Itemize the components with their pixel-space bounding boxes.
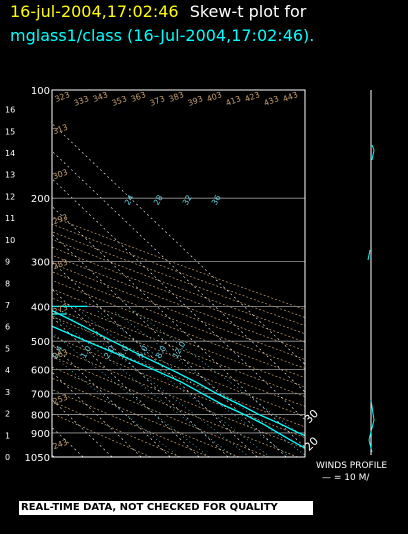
height-tick-label: 9	[5, 258, 10, 267]
height-tick-label: 12	[5, 192, 15, 201]
height-tick-label: 10	[5, 236, 15, 245]
dry-adiabat-line	[52, 271, 305, 369]
theta-label: 413	[225, 94, 242, 108]
dry-adiabat-line	[52, 377, 240, 457]
theta-label: 363	[130, 90, 147, 104]
theta-label: 423	[244, 90, 261, 104]
theta-label: 443	[282, 90, 299, 104]
pressure-tick-label: 600	[31, 366, 50, 377]
chart-title: Skew-t plot for	[189, 2, 307, 21]
height-tick-label: 14	[5, 149, 15, 158]
mixing-ratio-label: 1.0	[79, 344, 93, 360]
isotherm-line	[52, 123, 305, 365]
chart-header-line1: 16-jul-2004,17:02:46 Skew-t plot for	[10, 2, 306, 21]
dry-adiabat-line	[52, 412, 151, 457]
theta-label: 383	[168, 90, 185, 104]
dry-adiabat-line	[52, 356, 298, 457]
dry-adiabat-line	[52, 389, 210, 457]
pressure-tick-label: 300	[31, 257, 50, 268]
mixing-ratio-label: 28	[152, 193, 165, 206]
height-tick-label: 11	[5, 214, 15, 223]
isotherm-line	[52, 426, 84, 457]
height-tick-label: 13	[5, 171, 15, 180]
mixing-ratio-label: 24	[123, 193, 136, 206]
plot-area	[0, 90, 305, 457]
pressure-tick-label: 100	[31, 86, 50, 97]
mixing-ratio-label: 12.0	[171, 340, 188, 360]
pressure-tick-label: 500	[31, 337, 50, 348]
theta-label: 343	[92, 90, 109, 104]
pressure-tick-label: 400	[31, 302, 50, 313]
pressure-tick-label: 800	[31, 411, 50, 422]
pressure-tick-label: 200	[31, 194, 50, 205]
height-tick-label: 15	[5, 127, 15, 136]
winds-scale-label: — = 10 M/	[322, 473, 370, 483]
mixing-ratio-line	[60, 309, 250, 457]
dry-adiabat-line	[52, 366, 269, 457]
timestamp: 16-jul-2004,17:02:46	[10, 2, 179, 21]
theta-label: 393	[187, 94, 204, 108]
theta-label: 253	[52, 393, 69, 407]
dry-adiabat-line	[52, 325, 305, 428]
theta-label: 303	[52, 168, 69, 182]
mixing-ratio-label: 32	[181, 193, 194, 206]
winds-profile-title: WINDS PROFILE	[316, 461, 388, 471]
quality-warning: REAL-TIME DATA, NOT CHECKED FOR QUALITY	[19, 501, 313, 515]
mixing-ratio-line	[133, 309, 305, 439]
mixing-ratio-label: 3.0	[117, 344, 131, 360]
dry-adiabat-line	[52, 231, 305, 326]
plot-frame	[51, 89, 306, 458]
isotherm-line	[52, 150, 305, 393]
theta-label: 313	[52, 123, 69, 137]
mixing-ratio-line	[96, 309, 291, 457]
height-tick-label: 5	[5, 344, 10, 353]
isotherm-line	[52, 288, 229, 457]
mixing-ratio-line	[78, 309, 271, 457]
theta-label: 433	[263, 94, 280, 108]
isotherm-line	[52, 205, 305, 448]
mixing-ratio-line	[112, 309, 305, 456]
theta-label: 273	[52, 303, 69, 317]
theta-label: 293	[52, 213, 69, 227]
isotherm-line	[52, 344, 171, 457]
isotherm-line	[52, 454, 55, 457]
mixing-ratio-label: 36	[210, 193, 223, 206]
height-tick-label: 7	[5, 301, 10, 310]
theta-label: 243	[52, 438, 69, 452]
mixing-ratio-label: 5.0	[136, 344, 150, 360]
isotherm-line	[52, 178, 305, 421]
isotherm-line	[52, 233, 287, 457]
mixing-ratio-line	[52, 314, 235, 457]
height-tick-label: 2	[5, 410, 10, 419]
isotherm-line	[52, 261, 258, 457]
isotherm-line	[0, 90, 25, 457]
dewpoint-trace	[52, 325, 305, 449]
height-tick-label: 6	[5, 323, 10, 332]
height-tick-label: 0	[5, 453, 10, 462]
height-tick-label: 8	[5, 279, 10, 288]
height-tick-label: 4	[5, 366, 10, 375]
chart-subtitle: mglass1/class (16-Jul-2004,17:02:46).	[10, 26, 315, 45]
theta-label: 283	[52, 258, 69, 272]
theta-label: 323	[54, 90, 71, 104]
wind-barbs	[367, 144, 375, 453]
dry-adiabat-line	[52, 335, 305, 439]
pressure-tick-label: 700	[31, 390, 50, 401]
theta-label: 373	[149, 94, 166, 108]
temperature-trace	[52, 309, 305, 437]
theta-label: 403	[206, 90, 223, 104]
dry-adiabat-line	[52, 345, 305, 449]
isotherm-line	[52, 316, 200, 457]
pressure-tick-label: 900	[31, 429, 50, 440]
height-tick-label: 1	[5, 431, 10, 440]
dry-adiabat-line	[52, 400, 181, 457]
theta-label: 353	[111, 94, 128, 108]
pressure-tick-label: 1050	[25, 453, 50, 464]
height-tick-label: 16	[5, 106, 15, 115]
mixing-ratio-label: 2.0	[102, 344, 116, 360]
mixing-ratio-label: 8.0	[154, 344, 168, 360]
theta-label: 333	[73, 94, 90, 108]
height-tick-label: 3	[5, 388, 10, 397]
